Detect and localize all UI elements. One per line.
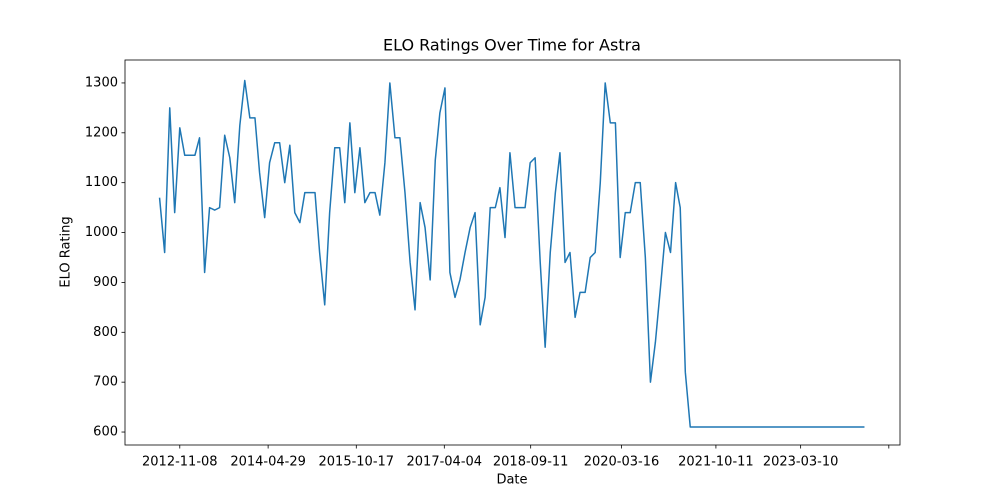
x-tick-label: 2020-03-16 (584, 455, 660, 470)
y-tick-label: 1000 (85, 225, 118, 240)
x-tick-label: 2014-04-29 (230, 455, 306, 470)
y-tick-label: 600 (93, 425, 118, 440)
y-axis-label: ELO Rating (59, 216, 74, 287)
y-tick-label: 800 (93, 325, 118, 340)
y-tick-label: 1300 (85, 75, 118, 90)
chart-title: ELO Ratings Over Time for Astra (383, 36, 641, 55)
x-tick-label: 2015-10-17 (319, 455, 395, 470)
x-tick-label: 2017-04-04 (407, 455, 483, 470)
y-tick-label: 1100 (85, 175, 118, 190)
plot-frame (124, 59, 901, 446)
y-tick-label: 1200 (85, 125, 118, 140)
x-tick-label: 2021-10-11 (678, 455, 754, 470)
y-tick-label: 900 (93, 275, 118, 290)
x-tick-label: 2023-03-10 (763, 455, 839, 470)
x-axis-label: Date (496, 473, 527, 488)
x-tick-label: 2018-09-11 (493, 455, 569, 470)
line-series (158, 79, 865, 428)
y-tick-label: 700 (93, 375, 118, 390)
x-tick-label: 2012-11-08 (142, 455, 218, 470)
